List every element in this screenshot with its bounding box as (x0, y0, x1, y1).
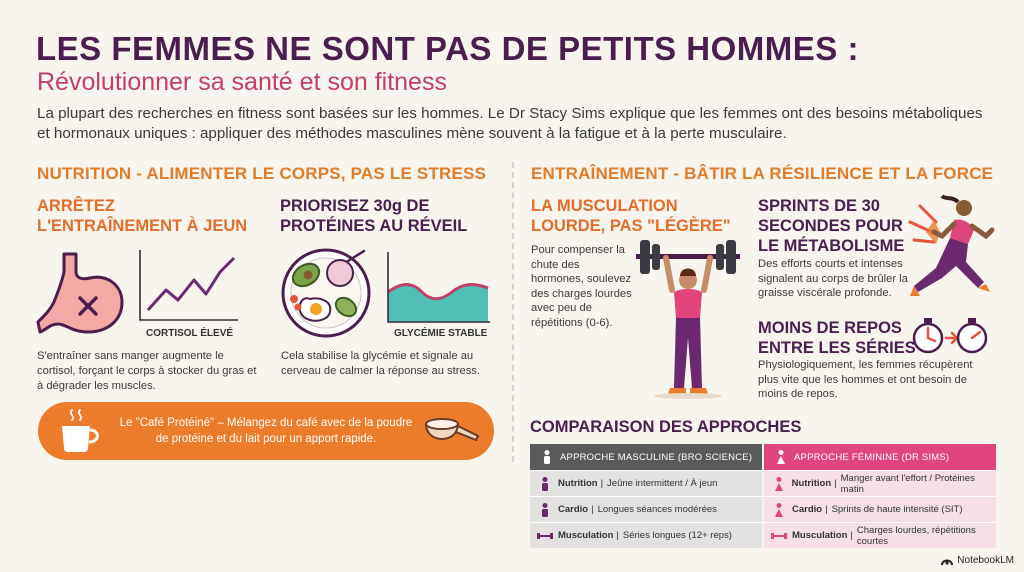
stopwatch-icon (912, 318, 988, 354)
notebooklm-logo-icon (941, 559, 954, 565)
row-value: Séries longues (12+ reps) (622, 530, 732, 541)
row-value: Charges lourdes, répétitions courtes (856, 524, 976, 547)
row-separator: | (825, 504, 828, 515)
row-value: Sprints de haute intensité (SIT) (831, 504, 963, 515)
lifting-title-line1: LA MUSCULATION (531, 197, 678, 215)
person-icon (772, 476, 786, 491)
intro-paragraph: La plupart des recherches en fitness son… (37, 105, 983, 142)
protein-title-line1: PRIORISEZ 30g DE (280, 197, 430, 215)
female-approach-header: APPROCHE FÉMININE (DR SIMS) (764, 444, 996, 470)
glucose-label: GLYCÉMIE STABLE (394, 328, 488, 339)
nutrition-heading: NUTRITION - ALIMENTER LE CORPS, PAS LE S… (37, 164, 487, 183)
person-icon (772, 502, 786, 517)
sprint-title-line2: SECONDES POUR (758, 217, 903, 235)
page-title: LES FEMMES NE SONT PAS DE PETITS HOMMES … (36, 30, 859, 67)
row-key: Cardio (792, 504, 823, 515)
weightlifter-icon (636, 240, 740, 399)
row-key: Nutrition (558, 478, 598, 489)
protein-coffee-banner: Le "Café Protéiné" – Mélangez du café av… (38, 402, 494, 460)
cortisol-label: CORTISOL ÉLEVÉ (146, 328, 234, 339)
glucose-wave-icon (387, 252, 490, 323)
comparison-heading: COMPARAISON DES APPROCHES (530, 418, 802, 436)
fasting-text: S'entraîner sans manger augmente le cort… (37, 350, 257, 392)
male-approach-header: APPROCHE MASCULINE (BRO SCIENCE) (530, 444, 762, 470)
male-header-label: APPROCHE MASCULINE (BRO SCIENCE) (560, 451, 753, 463)
rest-title-line2: ENTRE LES SÉRIES (758, 339, 916, 357)
row-value: Jeûne intermittent / À jeun (607, 478, 718, 489)
dumbbell-icon (771, 532, 787, 540)
coffee-cup-icon (62, 409, 99, 452)
row-separator: | (834, 478, 837, 489)
table-row: Musculation | Charges lourdes, répétitions… (764, 522, 996, 548)
breakfast-plate-icon (281, 248, 371, 338)
page-subtitle: Révolutionner sa santé et son fitness (37, 68, 447, 96)
protein-scoop-icon (424, 418, 480, 442)
heavy-lifting-card-title: LA MUSCULATION LOURDE, PAS "LÉGÈRE" (531, 196, 731, 236)
banner-text: Le "Café Protéiné" – Mélangez du café av… (119, 417, 413, 445)
female-approach-column: APPROCHE FÉMININE (DR SIMS) Nutrition | Ma… (764, 444, 996, 548)
row-separator: | (600, 478, 604, 489)
training-heading: ENTRAÎNEMENT - BÂTIR LA RÉSILIENCE ET LA… (531, 164, 994, 183)
brand-label: NotebookLM (957, 555, 1014, 566)
rest-text: Physiologiquement, les femmes récupèrent… (758, 359, 973, 400)
section-divider (512, 162, 514, 462)
person-icon (774, 450, 788, 464)
protein-text: Cela stabilise la glycémie et signale au… (281, 350, 480, 377)
fasting-title-line2: L'ENTRAÎNEMENT À JEUN (37, 217, 248, 235)
row-key: Cardio (558, 504, 589, 515)
sprint-card-title: SPRINTS DE 30 SECONDES POUR LE MÉTABOLIS… (758, 196, 904, 256)
protein-card-title: PRIORISEZ 30g DE PROTÉINES AU RÉVEIL (280, 196, 467, 236)
sprint-title-line3: LE MÉTABOLISME (758, 237, 905, 255)
sprint-title-line1: SPRINTS DE 30 (758, 197, 880, 215)
heavy-lifting-text: Pour compenser la chute des hormones, so… (531, 244, 632, 329)
row-key: Musculation (558, 530, 614, 541)
sprint-text: Des efforts courts et intenses signalent… (758, 258, 908, 299)
rest-title-line1: MOINS DE REPOS (758, 319, 902, 337)
fasting-card-title: ARRÊTEZ L'ENTRAÎNEMENT À JEUN (37, 196, 247, 236)
fasting-title-line1: ARRÊTEZ (37, 197, 115, 215)
female-header-label: APPROCHE FÉMININE (DR SIMS) (794, 451, 950, 463)
table-row: Cardio | Longues séances modérées (530, 496, 762, 522)
protein-title-line2: PROTÉINES AU RÉVEIL (280, 217, 468, 235)
dumbbell-icon (537, 532, 553, 540)
cortisol-chart-icon (139, 250, 238, 321)
rest-card-title: MOINS DE REPOS ENTRE LES SÉRIES (758, 318, 916, 358)
male-approach-column: APPROCHE MASCULINE (BRO SCIENCE) Nutriti… (530, 444, 762, 548)
row-separator: | (850, 530, 853, 541)
table-row: Nutrition | Manger avant l'effort / Protéi… (764, 470, 996, 496)
person-icon (538, 476, 552, 491)
sprinter-icon (908, 194, 995, 296)
table-row: Cardio | Sprints de haute intensité (SIT) (764, 496, 996, 522)
row-value: Longues séances modérées (597, 504, 717, 515)
comparison-table: APPROCHE MASCULINE (BRO SCIENCE) Nutriti… (530, 444, 996, 548)
stomach-icon (36, 252, 124, 334)
row-key: Nutrition (791, 478, 832, 489)
row-value: Manger avant l'effort / Protéines matin (840, 472, 975, 495)
brand-watermark: NotebookLM (941, 555, 1014, 566)
row-key: Musculation (792, 530, 848, 541)
row-separator: | (616, 530, 619, 541)
table-row: Nutrition | Jeûne intermittent / À jeun (530, 470, 762, 496)
person-icon (540, 450, 554, 464)
table-row: Musculation | Séries longues (12+ reps) (530, 522, 762, 548)
lifting-title-line2: LOURDE, PAS "LÉGÈRE" (531, 217, 731, 235)
person-icon (538, 502, 552, 517)
row-separator: | (591, 504, 594, 515)
